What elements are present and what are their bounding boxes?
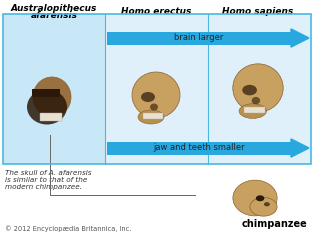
Text: brain larger: brain larger	[174, 34, 224, 42]
Text: The skull of A. afarensis
is similar to that of the
modern chimpanzee.: The skull of A. afarensis is similar to …	[5, 170, 91, 190]
Bar	[105, 14, 311, 164]
Bar	[3, 14, 311, 164]
Text: Homo erectus: Homo erectus	[121, 7, 191, 16]
Ellipse shape	[242, 85, 257, 95]
Bar	[143, 113, 163, 119]
Bar	[244, 107, 265, 113]
Text: jaw and teeth smaller: jaw and teeth smaller	[153, 143, 245, 152]
Ellipse shape	[250, 198, 277, 216]
Ellipse shape	[264, 202, 270, 206]
Text: Australopithecus: Australopithecus	[11, 4, 97, 13]
Polygon shape	[291, 139, 309, 157]
Bar	[107, 142, 291, 155]
Ellipse shape	[252, 97, 260, 104]
Ellipse shape	[138, 110, 164, 124]
Ellipse shape	[239, 104, 266, 118]
Ellipse shape	[141, 92, 155, 102]
Ellipse shape	[132, 72, 180, 118]
Ellipse shape	[27, 89, 67, 125]
Bar	[107, 31, 291, 45]
Ellipse shape	[233, 180, 277, 216]
Ellipse shape	[33, 77, 71, 117]
Ellipse shape	[150, 104, 158, 110]
Text: chimpanzee: chimpanzee	[242, 219, 308, 229]
Text: Homo sapiens: Homo sapiens	[222, 7, 294, 16]
Text: afarensis: afarensis	[31, 11, 77, 20]
Bar	[40, 113, 62, 121]
Ellipse shape	[233, 64, 283, 112]
Text: © 2012 Encyclopædia Britannica, Inc.: © 2012 Encyclopædia Britannica, Inc.	[5, 225, 131, 232]
Ellipse shape	[256, 195, 264, 201]
Polygon shape	[291, 29, 309, 47]
Bar	[32, 89, 60, 97]
Bar	[3, 14, 105, 164]
